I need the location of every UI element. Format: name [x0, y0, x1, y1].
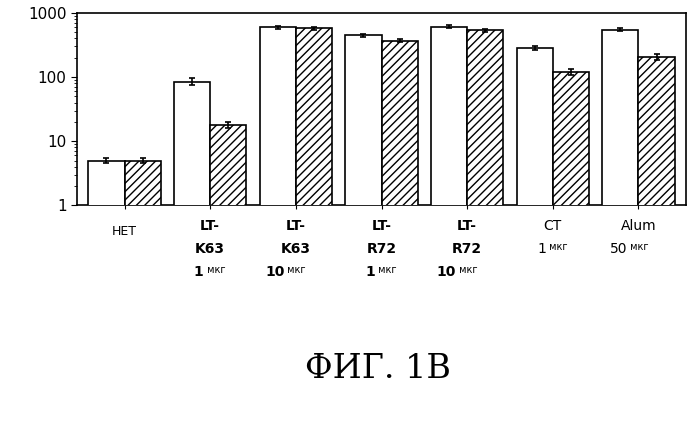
Bar — [553, 72, 589, 428]
Text: мкг: мкг — [374, 265, 396, 275]
Text: ФИГ. 1B: ФИГ. 1B — [305, 353, 451, 385]
Text: 1: 1 — [537, 242, 546, 256]
Bar — [431, 27, 467, 428]
Text: R72: R72 — [452, 242, 482, 256]
Text: LT-: LT- — [457, 219, 477, 233]
Text: Alum: Alum — [621, 219, 656, 233]
Bar — [467, 30, 503, 428]
Bar — [125, 160, 161, 428]
Bar — [210, 125, 246, 428]
Text: LT-: LT- — [372, 219, 391, 233]
Text: 10: 10 — [265, 265, 284, 279]
Text: мкг: мкг — [284, 265, 306, 275]
Text: 1: 1 — [365, 265, 375, 279]
Bar — [638, 57, 675, 428]
Bar — [174, 82, 210, 428]
Text: НЕТ: НЕТ — [112, 225, 137, 238]
Text: R72: R72 — [366, 242, 397, 256]
Bar — [602, 30, 638, 428]
Text: K63: K63 — [195, 242, 225, 256]
Text: 10: 10 — [436, 265, 456, 279]
Bar — [88, 160, 125, 428]
Text: мкг: мкг — [204, 265, 225, 275]
Text: LT-: LT- — [286, 219, 306, 233]
Text: 50: 50 — [610, 242, 627, 256]
Text: мкг: мкг — [456, 265, 477, 275]
Text: CT: CT — [544, 219, 562, 233]
Text: мкг: мкг — [627, 242, 648, 252]
Bar — [260, 27, 296, 428]
Text: 1: 1 — [194, 265, 204, 279]
Text: K63: K63 — [281, 242, 311, 256]
Text: LT-: LT- — [200, 219, 220, 233]
Bar — [382, 41, 418, 428]
Bar — [345, 35, 382, 428]
Bar — [296, 28, 332, 428]
Text: мкг: мкг — [546, 242, 568, 252]
Bar — [517, 48, 553, 428]
